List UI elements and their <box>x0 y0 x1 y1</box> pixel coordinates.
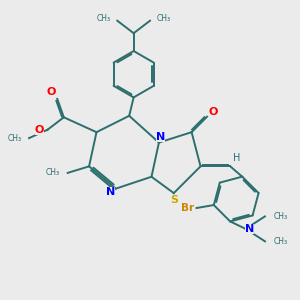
Text: CH₃: CH₃ <box>273 212 287 221</box>
Text: CH₃: CH₃ <box>273 237 287 246</box>
Text: S: S <box>170 195 178 205</box>
Text: O: O <box>209 107 218 117</box>
Text: CH₃: CH₃ <box>97 14 111 23</box>
Text: O: O <box>46 87 56 97</box>
Text: N: N <box>244 224 254 234</box>
Text: CH₃: CH₃ <box>157 14 171 23</box>
Text: O: O <box>34 125 44 135</box>
Text: H: H <box>232 153 240 163</box>
Text: N: N <box>106 187 115 196</box>
Text: CH₃: CH₃ <box>8 134 22 142</box>
Text: CH₃: CH₃ <box>45 168 59 177</box>
Text: Br: Br <box>181 203 194 213</box>
Text: N: N <box>156 132 165 142</box>
